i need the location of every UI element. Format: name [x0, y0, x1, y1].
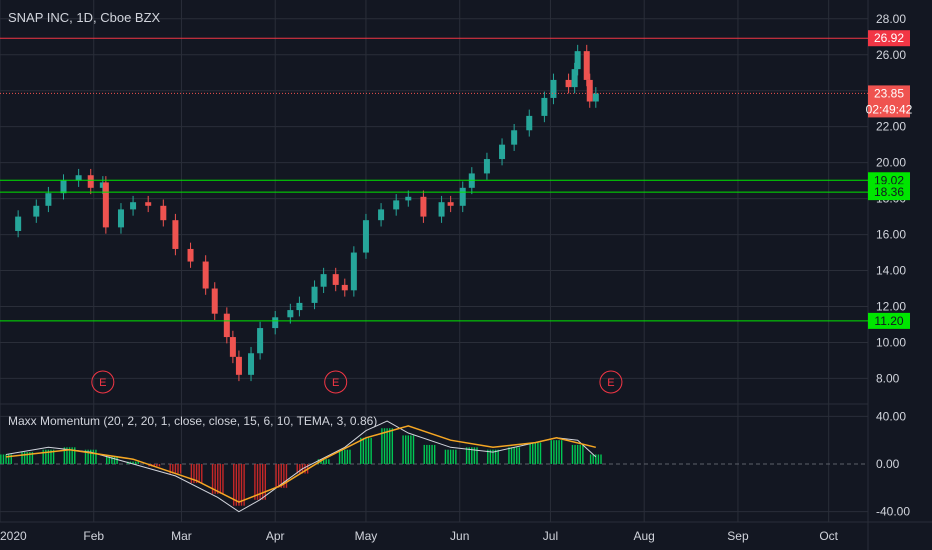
price-tick-label: 28.00 — [876, 12, 906, 26]
support-price-label: 11.20 — [874, 314, 903, 328]
candle-body — [483, 159, 490, 174]
candle-body — [99, 182, 106, 188]
support-price-label: 18.36 — [874, 185, 904, 199]
price-tick-label: 12.00 — [876, 299, 906, 313]
candle-body — [87, 175, 94, 188]
price-tick-label: 16.00 — [876, 228, 906, 242]
indicator-tick-label: 0.00 — [876, 457, 900, 471]
candle-body — [272, 317, 279, 329]
earnings-marker — [324, 370, 348, 394]
candle-body — [583, 51, 590, 80]
candle-body — [75, 175, 82, 181]
candle-body — [187, 248, 194, 262]
symbol-title: SNAP INC, 1D, Cboe BZX — [8, 10, 161, 25]
candle-body — [172, 220, 179, 249]
candle-body — [235, 356, 242, 375]
candle-body — [211, 288, 218, 314]
price-tick-label: 10.00 — [876, 335, 906, 349]
candle-body — [586, 79, 593, 102]
price-tick-label: 8.00 — [876, 371, 900, 385]
time-tick-label: Sep — [727, 529, 749, 543]
candle-body — [571, 69, 578, 88]
candle-body — [102, 182, 109, 228]
resistance-price-tag — [868, 30, 910, 47]
candle-body — [511, 130, 518, 145]
candle-body — [45, 193, 52, 206]
candle-body — [202, 261, 209, 289]
candle-body — [565, 79, 572, 88]
price-tick-label: 22.00 — [876, 120, 906, 134]
candle-body — [526, 115, 533, 131]
price-tick-label: 20.00 — [876, 156, 906, 170]
price-tick-label: 14.00 — [876, 264, 906, 278]
candle-body — [405, 196, 412, 201]
candle-body — [378, 209, 385, 221]
indicator-tick-label: -40.00 — [876, 505, 910, 519]
time-tick-label: Mar — [171, 529, 192, 543]
earnings-marker-label: E — [99, 377, 106, 389]
support-price-label: 19.02 — [874, 173, 904, 187]
time-tick-label: Jun — [450, 529, 469, 543]
time-tick-label: Jul — [543, 529, 558, 543]
last-price-tag — [868, 85, 910, 118]
candle-body — [15, 216, 22, 231]
support-price-tag — [868, 312, 910, 329]
support-price-tag — [868, 184, 910, 201]
countdown-label: 02:49:42 — [866, 102, 913, 116]
candle-body — [592, 93, 599, 102]
time-tick-label: Aug — [634, 529, 655, 543]
candle-body — [350, 252, 357, 291]
candle-body — [311, 286, 318, 303]
candle-body — [248, 353, 255, 375]
candle-body — [33, 205, 40, 217]
price-tick-label: 26.00 — [876, 48, 906, 62]
candle-body — [160, 205, 167, 221]
resistance-price-label: 26.92 — [874, 31, 904, 45]
candle-body — [223, 313, 230, 338]
candle-body — [341, 284, 348, 291]
signal-line — [5, 425, 596, 503]
earnings-marker — [91, 370, 115, 394]
candle-body — [287, 310, 294, 318]
candle-body — [60, 180, 67, 194]
candle-body — [420, 196, 427, 217]
candle-body — [550, 79, 557, 98]
indicator-title: Maxx Momentum (20, 2, 20, 1, close, clos… — [8, 414, 378, 428]
candle-body — [296, 302, 303, 311]
time-tick-label: Apr — [266, 529, 285, 543]
candle-body — [447, 202, 454, 206]
earnings-marker-label: E — [332, 377, 339, 389]
candle-body — [362, 220, 369, 253]
earnings-marker-label: E — [607, 377, 614, 389]
candle-body — [320, 274, 327, 287]
candle-body — [459, 187, 466, 206]
indicator-tick-label: 40.00 — [876, 409, 906, 423]
candle-body — [130, 202, 137, 210]
candle-body — [117, 209, 124, 228]
time-tick-label: Oct — [819, 529, 838, 543]
candle-body — [499, 144, 506, 160]
candle-body — [332, 274, 339, 285]
candle-body — [438, 202, 445, 217]
time-tick-label: Feb — [83, 529, 104, 543]
last-price-label: 23.85 — [874, 86, 904, 100]
time-tick-label: 2020 — [0, 529, 27, 543]
momentum-line — [5, 420, 597, 513]
candle-body — [541, 97, 548, 116]
candle-body — [574, 51, 581, 70]
earnings-marker — [599, 370, 623, 394]
candle-body — [257, 328, 264, 354]
candle-body — [145, 202, 152, 206]
time-tick-label: May — [355, 529, 378, 543]
candle-body — [229, 337, 236, 357]
candle-body — [393, 200, 400, 210]
